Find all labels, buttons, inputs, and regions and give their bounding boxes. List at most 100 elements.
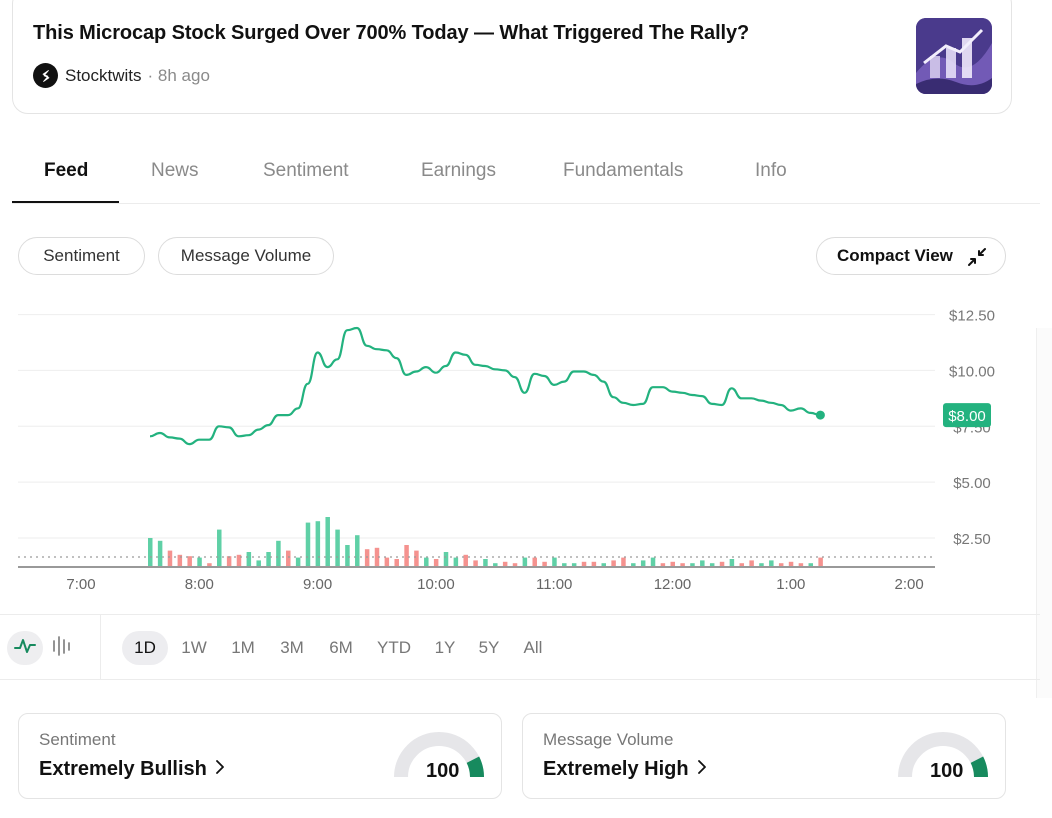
range-5y-button[interactable]: 5Y	[478, 638, 500, 657]
volume-bar	[552, 557, 557, 566]
current-price-badge	[943, 403, 991, 428]
tab-feed[interactable]: Feed	[44, 160, 89, 181]
volume-bar	[197, 557, 202, 566]
price-line	[149, 326, 821, 446]
chevron-right-icon	[697, 758, 707, 781]
volume-bar	[345, 545, 350, 566]
news-source-name[interactable]: Stocktwits	[65, 65, 142, 85]
line-chart-button[interactable]	[7, 631, 43, 665]
volume-bar	[414, 550, 419, 566]
candlestick-chart-icon	[51, 635, 73, 662]
sentiment-toggle-button[interactable]: Sentiment	[18, 237, 145, 275]
tab-news[interactable]: News	[151, 160, 199, 181]
volume-bar	[759, 563, 764, 566]
volume-bar	[571, 563, 577, 566]
volume-bar	[226, 556, 232, 566]
range-1y-button[interactable]: 1Y	[434, 638, 456, 657]
range-3m-button[interactable]: 3M	[280, 638, 304, 657]
range-6m-button[interactable]: 6M	[329, 638, 353, 657]
gauge-value[interactable]: Extremely High	[543, 758, 707, 781]
current-price-label: $8.00	[948, 408, 986, 425]
message-volume-toggle-button[interactable]: Message Volume	[158, 237, 334, 275]
gauge-value[interactable]: Extremely Bullish	[39, 758, 225, 781]
active-tab-indicator	[12, 201, 119, 203]
last-price-dot	[815, 410, 825, 420]
volume-bar	[266, 552, 271, 566]
range-divider	[100, 615, 101, 679]
volume-bar	[591, 561, 597, 566]
volume-bar	[483, 559, 488, 566]
volume-bar	[729, 559, 735, 566]
volume-bar	[148, 538, 153, 566]
volume-bar	[739, 563, 745, 566]
chevron-right-icon	[215, 758, 225, 781]
news-title[interactable]: This Microcap Stock Surged Over 700% Tod…	[33, 22, 750, 44]
stocktwits-logo-icon	[33, 63, 58, 88]
volume-bar	[601, 563, 606, 566]
candlestick-chart-button[interactable]	[44, 631, 80, 665]
volume-bar	[502, 561, 508, 566]
volume-bar	[374, 547, 380, 566]
volume-bar	[443, 552, 449, 566]
x-tick-label: 11:00	[536, 576, 572, 593]
volume-bar	[640, 560, 646, 566]
volume-bar	[680, 563, 685, 566]
volume-bar	[473, 560, 478, 566]
volume-bar	[157, 540, 163, 566]
tab-sentiment[interactable]: Sentiment	[263, 160, 349, 181]
compact-view-button[interactable]: Compact View	[816, 237, 1006, 275]
volume-bar	[394, 559, 399, 566]
volume-bar	[512, 563, 518, 566]
volume-bar	[246, 552, 252, 566]
volume-bar	[522, 557, 528, 566]
sentiment-gauge-icon	[394, 732, 485, 778]
tab-earnings[interactable]: Earnings	[421, 160, 496, 181]
symbol-tabs: Feed News Sentiment Earnings Fundamental…	[12, 140, 1040, 204]
volume-bar	[788, 561, 794, 566]
volume-bar	[700, 560, 705, 566]
range-all-button[interactable]: All	[523, 638, 543, 657]
volume-bar	[424, 557, 429, 566]
volume-bar	[581, 561, 587, 566]
range-1m-button[interactable]: 1M	[231, 638, 255, 657]
tab-fundamentals[interactable]: Fundamentals	[563, 160, 684, 181]
gauge-label: Message Volume	[543, 730, 674, 749]
volume-bar	[305, 522, 311, 566]
volume-bar	[325, 517, 330, 566]
price-chart-svg[interactable]: $12.50$10.00$7.50$5.00$2.507:00 8:00 9:00 1…	[0, 290, 1040, 600]
range-1d-button[interactable]: 1D	[122, 631, 168, 665]
volume-bar	[769, 560, 774, 566]
volume-bar	[167, 550, 173, 566]
compact-view-label: Compact View	[837, 246, 953, 265]
x-tick-label: 2:00	[894, 576, 923, 593]
volume-bar	[384, 557, 390, 566]
sentiment-gauge-card[interactable]: Sentiment Extremely Bullish 100	[18, 713, 502, 799]
volume-bar	[256, 560, 261, 566]
price-chart[interactable]: $12.50 $10.00 $7.50 $5.00 $2.50 7:00 8:00 9:00 1…	[0, 290, 1052, 600]
volume-bar	[433, 559, 439, 566]
message-volume-gauge-card[interactable]: Message Volume Extremely High 100	[522, 713, 1006, 799]
x-tick-label: 1:00	[776, 576, 805, 593]
volume-bar	[463, 554, 468, 566]
volume-bar	[236, 554, 242, 566]
volume-bar	[749, 560, 754, 566]
volume-bar	[621, 557, 626, 566]
volume-bar	[778, 563, 784, 566]
gauge-label: Sentiment	[39, 730, 116, 749]
volume-bar	[611, 560, 616, 566]
volume-bar	[177, 554, 183, 566]
y-tick-label: $10.00	[949, 363, 995, 380]
range-ytd-button[interactable]: YTD	[377, 638, 411, 657]
gauge-score: 100	[426, 760, 460, 782]
tab-info[interactable]: Info	[755, 160, 787, 181]
volume-bar	[453, 557, 459, 566]
range-1w-button[interactable]: 1W	[181, 638, 207, 657]
collapse-arrows-icon	[967, 247, 987, 272]
news-thumbnail[interactable]	[916, 18, 992, 94]
news-card[interactable]: This Microcap Stock Surged Over 700% Tod…	[12, 0, 1012, 114]
x-tick-label: 12:00	[654, 576, 692, 593]
volume-bar	[295, 557, 301, 566]
x-tick-label: 7:00	[66, 576, 95, 593]
volume-bar	[562, 563, 567, 566]
volume-bar	[818, 557, 823, 566]
